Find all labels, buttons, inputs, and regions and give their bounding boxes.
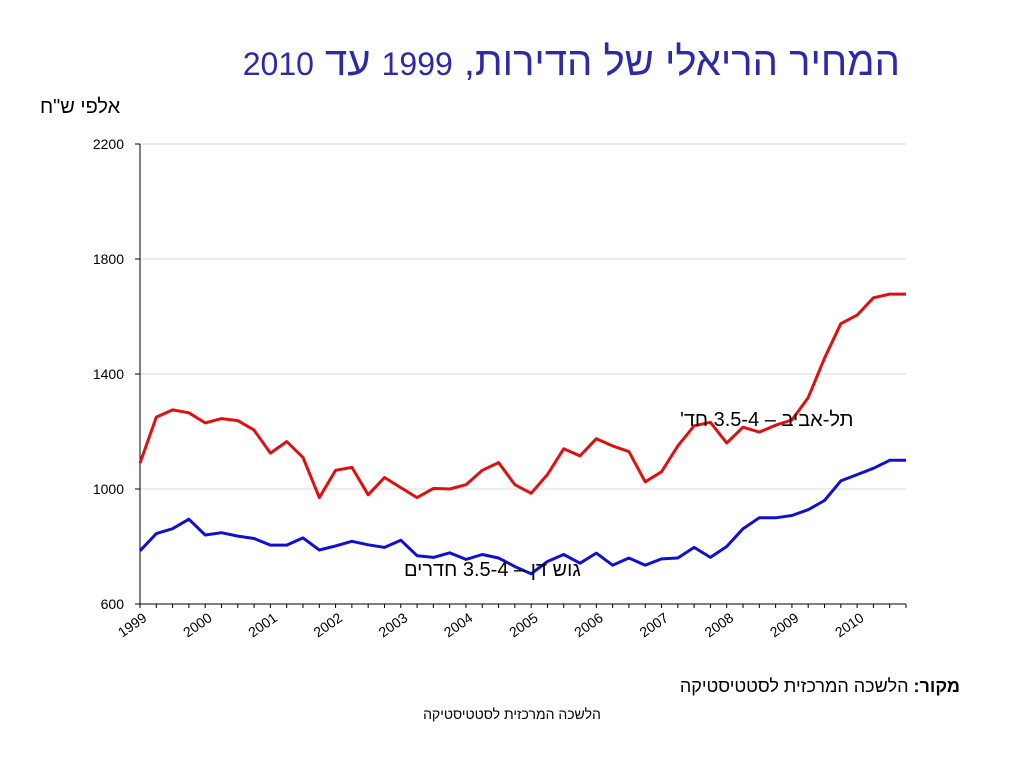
x-tick-label: 2010: [832, 609, 867, 640]
y-tick-label: 600: [101, 596, 125, 612]
series-label-tel-aviv: תל-אביב – 3.5-4 חד': [680, 409, 853, 431]
x-tick-label: 2009: [767, 609, 802, 640]
source-text: הלשכה המרכזית לסטטיסטיקה: [679, 676, 914, 696]
title-year-from: 1999: [381, 46, 453, 82]
y-tick-label: 1000: [93, 481, 124, 497]
x-tick-label: 1999: [115, 609, 150, 640]
source-note: מקור: הלשכה המרכזית לסטטיסטיקה: [680, 676, 960, 697]
x-tick-label: 2004: [441, 609, 476, 640]
y-tick-label: 2200: [93, 136, 124, 152]
x-tick-label: 2000: [180, 609, 215, 640]
chart-title: המחיר הריאלי של הדירות, 1999 עד 2010: [243, 40, 900, 85]
source-label: מקור:: [913, 676, 960, 696]
x-tick-label: 2007: [636, 609, 671, 640]
title-year-to: 2010: [242, 46, 314, 82]
x-tick-label: 2001: [245, 609, 280, 640]
y-tick-label: 1400: [93, 366, 124, 382]
x-tick-label: 2003: [376, 609, 411, 640]
series-line-gush-dan: [138, 458, 906, 576]
series-label-gush-dan: גוש דן – 3.5-4 חדרים: [404, 559, 581, 581]
footer-text: הלשכה המרכזית לסטטיסטיקה: [423, 706, 601, 722]
title-word-to: עד: [313, 40, 382, 84]
series-line-tel-aviv: [138, 292, 906, 500]
y-tick-label: 1800: [93, 251, 124, 267]
x-tick-label: 2006: [571, 609, 606, 640]
x-tick-label: 2008: [702, 609, 737, 640]
x-tick-label: 2005: [506, 609, 541, 640]
y-axis-unit-label: אלפי ש"ח: [40, 96, 121, 118]
title-part1: המחיר הריאלי של הדירות,: [452, 40, 900, 84]
x-tick-label: 2002: [310, 609, 345, 640]
